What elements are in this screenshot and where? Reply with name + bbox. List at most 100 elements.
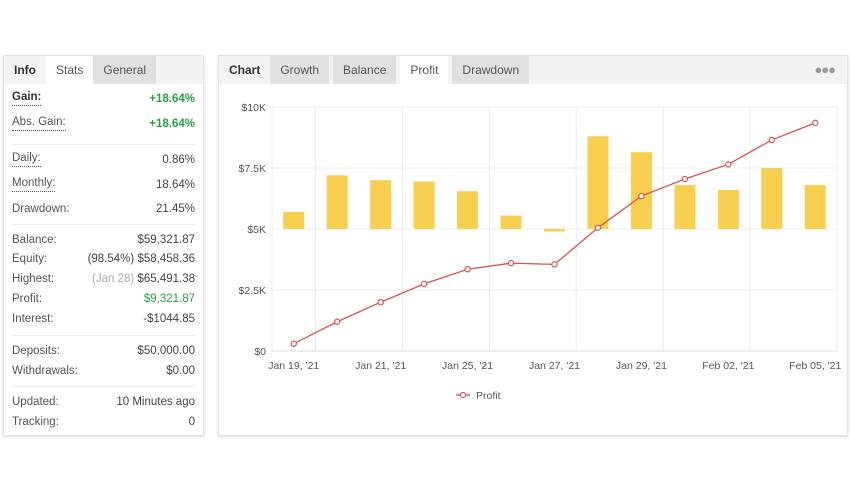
- tracking-label: Tracking:: [12, 416, 59, 428]
- stat-deposits: Deposits: $50,000.00: [12, 342, 195, 360]
- x-tick-label: Jan 29, '21: [616, 360, 667, 372]
- stat-withdrawals: Withdrawals: $0.00: [12, 362, 195, 380]
- tab-balance[interactable]: Balance: [333, 56, 397, 84]
- chart-tabs: Chart Growth Balance Profit Drawdown: [219, 56, 847, 84]
- x-tick-label: Feb 02, '21: [702, 360, 754, 372]
- divider: [12, 224, 195, 225]
- profit-label: Profit:: [12, 293, 43, 305]
- y-tick-label: $7.5K: [239, 163, 266, 175]
- divider: [12, 386, 195, 387]
- daily-label[interactable]: Daily:: [12, 151, 41, 167]
- bar: [630, 152, 652, 229]
- bar: [674, 185, 696, 229]
- info-panel: Info Stats General Gain: +18.64% Abs. Gai…: [3, 55, 204, 436]
- updated-label: Updated:: [12, 396, 59, 408]
- tab-growth[interactable]: Growth: [270, 56, 330, 84]
- y-tick-label: $5K: [247, 224, 266, 236]
- interest-value: -$1044.85: [143, 313, 195, 325]
- profit-point: [333, 318, 341, 325]
- balance-value: $59,321.87: [137, 234, 195, 246]
- deposits-value: $50,000.00: [137, 345, 195, 357]
- tab-stats[interactable]: Stats: [46, 56, 94, 84]
- divider: [12, 335, 195, 336]
- daily-value: 0.86%: [162, 154, 195, 166]
- monthly-value: 18.64%: [155, 179, 195, 191]
- stat-gain: Gain: +18.64%: [12, 90, 195, 108]
- profit-point: [551, 261, 558, 268]
- profit-point: [507, 259, 515, 267]
- tab-drawdown[interactable]: Drawdown: [452, 56, 530, 84]
- equity-label: Equity:: [12, 253, 48, 265]
- deposits-label: Deposits:: [12, 345, 60, 357]
- stat-abs-gain: Abs. Gain: +18.64%: [12, 115, 195, 133]
- stat-updated: Updated: 10 Minutes ago: [12, 393, 195, 411]
- updated-value: 10 Minutes ago: [116, 396, 195, 408]
- withdrawals-label: Withdrawals:: [12, 365, 78, 377]
- bar: [326, 175, 348, 229]
- profit-point: [420, 280, 428, 288]
- drawdown-value: 21.45%: [155, 203, 195, 215]
- stat-equity: Equity: (98.54%) $58,458.36: [12, 250, 195, 268]
- equity-percent: (98.54%): [87, 253, 135, 265]
- stat-tracking: Tracking: 0: [12, 413, 195, 431]
- bar: [761, 168, 783, 229]
- stat-daily: Daily: 0.86%: [12, 151, 195, 169]
- bar: [283, 211, 305, 229]
- profit-point: [638, 192, 645, 200]
- bar: [500, 215, 522, 229]
- abs-gain-label[interactable]: Abs. Gain:: [12, 115, 66, 131]
- highest-value: $65,491.38: [137, 273, 195, 285]
- tab-info[interactable]: Info: [14, 63, 36, 77]
- tracking-value: 0: [188, 416, 195, 428]
- profit-value: $9,321.87: [143, 293, 195, 305]
- divider: [12, 144, 195, 145]
- x-tick-label: Jan 21, '21: [355, 360, 406, 372]
- monthly-label[interactable]: Monthly:: [12, 176, 56, 192]
- profit-point: [377, 299, 384, 306]
- equity-value: $58,458.36: [137, 253, 195, 265]
- profit-point: [768, 136, 776, 144]
- stat-highest: Highest: (Jan 28) $65,491.38: [12, 270, 195, 288]
- bar: [370, 180, 392, 229]
- tab-chart: Chart: [229, 63, 261, 77]
- abs-gain-value: +18.64%: [149, 118, 195, 130]
- profit-point: [464, 266, 471, 273]
- stat-drawdown: Drawdown: 21.45%: [12, 200, 195, 218]
- stat-monthly: Monthly: 18.64%: [12, 176, 195, 194]
- balance-label: Balance:: [12, 234, 57, 246]
- profit-point: [812, 119, 819, 127]
- y-tick-label: $0: [254, 346, 266, 358]
- bar: [804, 185, 826, 229]
- withdrawals-value: $0.00: [166, 365, 195, 377]
- bar: [717, 189, 739, 229]
- profit-point: [681, 175, 689, 183]
- tab-general[interactable]: General: [93, 56, 157, 84]
- interest-label: Interest:: [12, 313, 54, 325]
- gain-label[interactable]: Gain:: [12, 90, 42, 106]
- chart-panel: Chart Growth Balance Profit Drawdown ●●●: [218, 55, 848, 436]
- legend-label: Profit: [476, 390, 501, 402]
- tab-profit[interactable]: Profit: [400, 56, 449, 84]
- info-tabs: Info Stats General: [4, 56, 203, 84]
- stat-interest: Interest: -$1044.85: [12, 310, 195, 328]
- profit-point: [725, 161, 732, 168]
- highest-label: Highest:: [12, 273, 55, 285]
- bar: [457, 191, 479, 229]
- stat-profit: Profit: $9,321.87: [12, 290, 195, 308]
- bar: [544, 229, 565, 232]
- x-tick-label: Jan 19, '21: [268, 360, 319, 372]
- legend-marker-icon: [459, 391, 467, 399]
- stat-balance: Balance: $59,321.87: [12, 231, 195, 249]
- profit-point: [290, 340, 297, 347]
- y-tick-label: $10K: [241, 102, 266, 114]
- legend-item-profit: Profit: [456, 390, 501, 402]
- profit-point: [594, 224, 602, 231]
- y-tick-label: $2.5K: [239, 285, 266, 297]
- x-tick-label: Feb 05, '21: [789, 360, 841, 372]
- x-tick-label: Jan 25, '21: [442, 360, 493, 372]
- x-tick-label: Jan 27, '21: [529, 360, 580, 372]
- ellipsis-icon[interactable]: ●●●: [814, 62, 836, 77]
- bar: [413, 181, 435, 229]
- bar: [587, 136, 609, 229]
